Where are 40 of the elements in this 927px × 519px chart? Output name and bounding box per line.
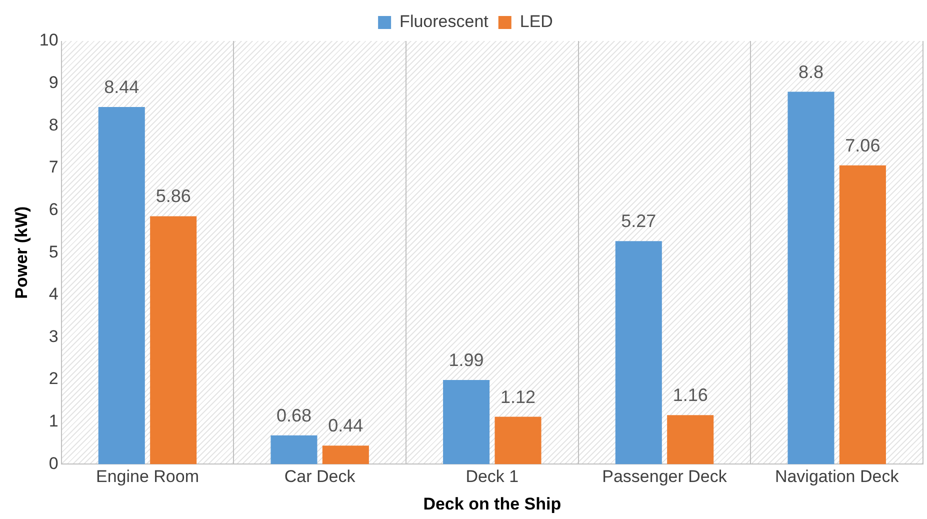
data-label: 7.06 (845, 135, 880, 156)
data-label: 0.68 (276, 405, 312, 426)
y-tick-label: 8 (48, 115, 58, 134)
legend-label: Fluorescent (400, 12, 489, 32)
x-tick-label: Deck 1 (466, 467, 519, 486)
x-tick-label: Navigation Deck (774, 467, 900, 486)
bar (443, 380, 490, 464)
y-tick-label: 3 (48, 326, 58, 346)
bar (270, 435, 318, 464)
bar (150, 216, 197, 464)
legend-label: LED (520, 12, 553, 32)
y-tick-label: 5 (48, 242, 58, 262)
data-label: 8.44 (104, 76, 140, 97)
bar (839, 165, 886, 464)
x-axis-title: Deck on the Ship (423, 494, 562, 514)
y-axis-title: Power (kW) (12, 206, 31, 299)
data-label: 1.99 (448, 350, 484, 370)
data-label: 1.12 (500, 386, 536, 407)
y-tick-label: 4 (48, 284, 58, 304)
bar (788, 92, 834, 464)
y-tick-label: 2 (48, 369, 58, 388)
data-label: 0.44 (328, 416, 364, 436)
bar (494, 416, 542, 464)
bar (98, 107, 145, 464)
data-label: 5.86 (156, 186, 191, 206)
bar (667, 415, 714, 464)
x-tick-label: Car Deck (284, 467, 356, 486)
y-tick-label: 9 (48, 73, 58, 92)
data-label: 1.16 (672, 385, 708, 406)
y-tick-label: 1 (48, 412, 58, 431)
y-tick-label: 10 (39, 30, 58, 50)
data-label: 8.8 (798, 62, 824, 82)
y-tick-label: 6 (48, 200, 58, 219)
y-tick-label: 0 (48, 454, 58, 473)
y-tick-label: 7 (48, 158, 58, 177)
data-label: 5.27 (621, 211, 656, 232)
x-tick-label: Passenger Deck (602, 467, 728, 486)
bar (322, 446, 369, 464)
x-tick-label: Engine Room (96, 467, 199, 486)
bar (615, 241, 662, 464)
